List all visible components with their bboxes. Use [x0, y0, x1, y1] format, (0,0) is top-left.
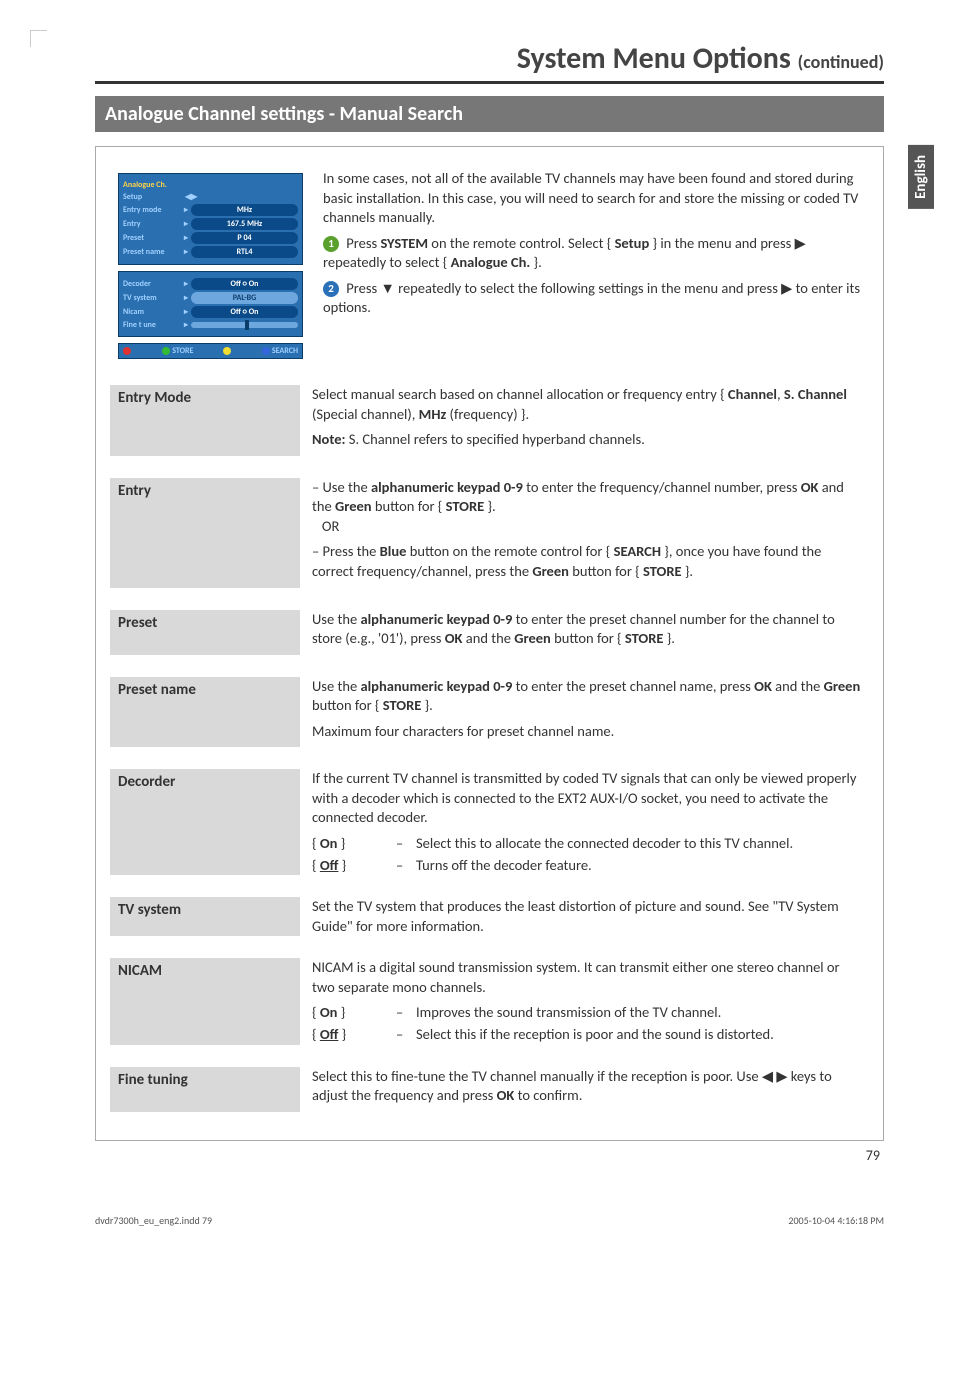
ui-store-text: STORE [172, 346, 193, 356]
label-decorder: Decorder [110, 769, 300, 875]
ui-val-decoder: Off ○ On [191, 278, 298, 290]
intro-text: In some cases, not all of the available … [311, 169, 869, 363]
ui-store-label: STORE [162, 346, 193, 356]
right-arrow-icon: ▸ [181, 320, 191, 330]
footer: dvdr7300h_eu_eng2.indd 79 2005-10-04 4:1… [0, 1184, 954, 1247]
desc-entry-mode: Select manual search based on channel al… [300, 385, 869, 456]
title-main: System Menu Options [517, 40, 791, 77]
step-2-badge: 2 [323, 281, 339, 297]
page-title: System Menu Options (continued) [95, 40, 884, 77]
title-rule [95, 81, 884, 84]
opt-off-key: { Off } [312, 856, 392, 876]
step-1: 1 Press SYSTEM on the remote control. Se… [323, 234, 865, 273]
label-nicam: NICAM [110, 958, 300, 1044]
right-arrow-icon: ▸ [181, 233, 191, 243]
content-frame: Analogue Ch. Setup◀▶ Entry mode▸MHz Entr… [95, 146, 884, 1141]
ui-yellow-dot [223, 346, 233, 356]
label-preset-name: Preset name [110, 677, 300, 748]
ui-val-entry: 167.5 MHz [191, 218, 298, 230]
ui-bottom-bar: STORE SEARCH [118, 343, 303, 359]
ui-lab-nicam: Nicam [123, 307, 181, 317]
ui-lab-tvsystem: TV system [123, 293, 181, 303]
desc-nicam: NICAM is a digital sound transmission sy… [300, 958, 869, 1044]
nicam-on-val: Improves the sound transmission of the T… [416, 1003, 865, 1023]
label-entry-mode: Entry Mode [110, 385, 300, 456]
ui-nav-icon: ◀▶ [185, 192, 197, 202]
ui-val-presetname: RTL4 [191, 246, 298, 258]
footer-left: dvdr7300h_eu_eng2.indd 79 [95, 1214, 212, 1227]
intro-paragraph: In some cases, not all of the available … [323, 169, 865, 228]
ui-lab-preset: Preset [123, 233, 181, 243]
nicam-off-val: Select this if the reception is poor and… [416, 1025, 865, 1045]
step-2: 2 Press ▼ repeatedly to select the follo… [323, 279, 865, 318]
ui-search-label: SEARCH [262, 346, 298, 356]
ui-slider [191, 322, 298, 328]
ui-val-preset: P 04 [191, 232, 298, 244]
right-arrow-icon: ▸ [181, 293, 191, 303]
ui-lab-entrymode: Entry mode [123, 205, 181, 215]
footer-right: 2005-10-04 4:16:18 PM [788, 1214, 884, 1227]
desc-preset-name: Use the alphanumeric keypad 0-9 to enter… [300, 677, 869, 748]
ui-lab-entry: Entry [123, 219, 181, 229]
nicam-on-key: { On } [312, 1003, 392, 1023]
ui-val-tvsystem: PAL-BG [191, 292, 298, 304]
label-entry: Entry [110, 478, 300, 588]
ui-val-entrymode: MHz [191, 204, 298, 216]
desc-preset: Use the alphanumeric keypad 0-9 to enter… [300, 610, 869, 655]
desc-fine-tuning: Select this to fine-tune the TV channel … [300, 1067, 869, 1112]
opt-off-val: Turns off the decoder feature. [416, 856, 865, 876]
desc-tv-system: Set the TV system that produces the leas… [300, 897, 869, 936]
right-arrow-icon: ▸ [181, 247, 191, 257]
opt-on-val: Select this to allocate the connected de… [416, 834, 865, 854]
label-fine-tuning: Fine tuning [110, 1067, 300, 1112]
ui-lab-presetname: Preset name [123, 247, 181, 257]
right-arrow-icon: ▸ [181, 307, 191, 317]
right-arrow-icon: ▸ [181, 219, 191, 229]
page-number: 79 [95, 1147, 884, 1164]
language-tab: English [908, 145, 934, 209]
ui-red-dot [123, 346, 133, 356]
label-tv-system: TV system [110, 897, 300, 936]
ui-mock: Analogue Ch. Setup◀▶ Entry mode▸MHz Entr… [118, 173, 303, 359]
ui-setup: Setup [123, 192, 181, 202]
right-arrow-icon: ▸ [181, 279, 191, 289]
label-preset: Preset [110, 610, 300, 655]
step-1-badge: 1 [323, 236, 339, 252]
ui-val-nicam: Off ○ On [191, 306, 298, 318]
desc-entry: – Use the alphanumeric keypad 0-9 to ent… [300, 478, 869, 588]
desc-decorder: If the current TV channel is transmitted… [300, 769, 869, 875]
ui-lab-decoder: Decoder [123, 279, 181, 289]
right-arrow-icon: ▸ [181, 205, 191, 215]
opt-on-key: { On } [312, 834, 392, 854]
title-continued: (continued) [798, 51, 884, 73]
ui-lab-finetune: Fine t une [123, 320, 181, 330]
crop-mark [30, 30, 47, 47]
section-heading: Analogue Channel settings - Manual Searc… [95, 96, 884, 132]
ui-mock-cell: Analogue Ch. Setup◀▶ Entry mode▸MHz Entr… [110, 169, 311, 363]
ui-search-text: SEARCH [272, 346, 298, 356]
ui-analogue-ch: Analogue Ch. [123, 180, 181, 190]
nicam-off-key: { Off } [312, 1025, 392, 1045]
